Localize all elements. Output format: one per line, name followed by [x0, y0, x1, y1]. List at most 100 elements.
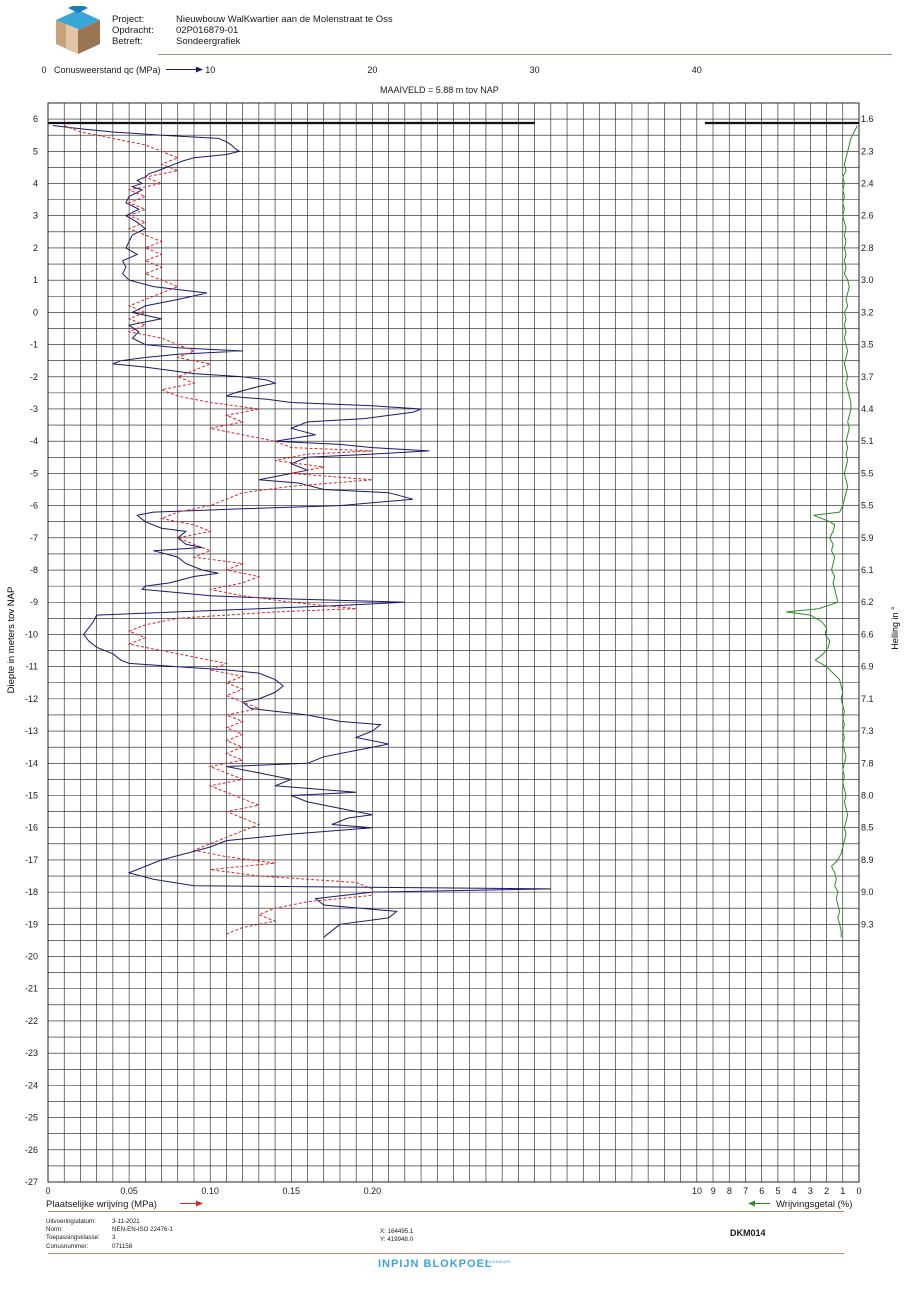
- qc-axis-ticks: 10 20 30 40: [205, 65, 702, 75]
- rf-tick-label: 10: [692, 1186, 702, 1196]
- rf-tick-label: 0: [856, 1186, 861, 1196]
- depth-tick-label: -15: [25, 790, 38, 800]
- depth-tick-label: 2: [33, 243, 38, 253]
- depth-tick-label: -14: [25, 758, 38, 768]
- depth-tick-label: -24: [25, 1080, 38, 1090]
- rf-tick-label: 8: [727, 1186, 732, 1196]
- y-coordinate: Y: 419948.0: [380, 1236, 414, 1244]
- inclination-value-label: 3.2: [861, 307, 874, 317]
- inclination-value-label: 2.6: [861, 211, 874, 221]
- fs-tick-label: 0: [45, 1186, 50, 1196]
- qc-tick-label: 40: [692, 65, 702, 75]
- order-label: Opdracht:: [112, 25, 154, 36]
- rf-tick-label: 4: [792, 1186, 797, 1196]
- depth-tick-label: -6: [30, 501, 38, 511]
- depth-tick-label: -4: [30, 436, 38, 446]
- rf-axis-title: Wrijvingsgetal (%): [776, 1199, 852, 1210]
- brand-wordmark: INPIJN BLOKPOEL: [378, 1258, 493, 1270]
- depth-tick-label: -10: [25, 629, 38, 639]
- subject-value: Sondeergrafiek: [176, 36, 241, 47]
- plot-frame: [47, 102, 860, 1183]
- inclination-value-label: 2.8: [861, 243, 874, 253]
- depth-tick-label: -13: [25, 726, 38, 736]
- inclination-value-label: 9.3: [861, 919, 874, 929]
- depth-tick-label: 3: [33, 211, 38, 221]
- depth-tick-label: 5: [33, 146, 38, 156]
- test-meta-labels: Uitvoeringsdatum: Norm: Toepassingsklass…: [46, 1218, 100, 1251]
- depth-axis-ticks: 6 5 4 3 2 1 0 -1 -2 -3 -4 -5 -6 -7 -8 -9 -10 -11 -12 -13 -14…: [25, 114, 38, 1187]
- inclination-axis-title: Helling in °: [890, 606, 900, 650]
- rf-friction-ratio-line: [786, 125, 858, 938]
- depth-tick-label: -22: [25, 1016, 38, 1026]
- coordinates: X: 164495.1 Y: 419948.0: [380, 1228, 413, 1244]
- rf-tick-label: 6: [759, 1186, 764, 1196]
- report-header: Project: Opdracht: Betreft: Nieuwbouw Wa…: [48, 6, 892, 55]
- inclination-value-label: 7.8: [861, 758, 874, 768]
- depth-tick-label: 0: [33, 307, 38, 317]
- rf-axis-ticks: 10 9 8 7 6 5 4 3 2 1 0: [692, 1186, 862, 1196]
- sounding-id: DKM014: [730, 1228, 766, 1238]
- chart-axes: 0 Conusweerstand qc (MPa) 10 20 30 40 MAAIV…: [6, 65, 900, 1210]
- inclination-value-label: 4.4: [861, 404, 874, 414]
- cpt-chart: 0 Conusweerstand qc (MPa) 10 20 30 40 MAAIV…: [6, 65, 900, 1210]
- footer-divider-top: [48, 1211, 844, 1212]
- subject-label: Betreft:: [112, 36, 143, 47]
- depth-tick-label: -23: [25, 1048, 38, 1058]
- inclination-value-label: 8.0: [861, 790, 874, 800]
- x-coordinate: X: 164495.1: [380, 1228, 414, 1235]
- project-meta-values: Nieuwbouw WalKwartier aan de Molenstraat…: [176, 14, 393, 47]
- rf-tick-label: 9: [711, 1186, 716, 1196]
- chart-grid: [47, 102, 860, 1183]
- company-logo-icon: [56, 6, 100, 54]
- qc-tick-label: 20: [367, 65, 377, 75]
- date-label: Uitvoeringsdatum:: [46, 1218, 96, 1225]
- inclination-value-label: 3.5: [861, 340, 874, 350]
- depth-tick-label: 1: [33, 275, 38, 285]
- fs-sleeve-friction-line: [64, 125, 373, 935]
- class-label: Toepassingsklasse:: [46, 1234, 100, 1242]
- inclination-value-label: 5.5: [861, 468, 874, 478]
- inclination-value-label: 3.0: [861, 275, 874, 285]
- inclination-value-label: 1.6: [861, 114, 874, 124]
- depth-tick-label: 6: [33, 114, 38, 124]
- depth-tick-label: -27: [25, 1177, 38, 1187]
- depth-tick-label: -3: [30, 404, 38, 414]
- depth-tick-label: -12: [25, 694, 38, 704]
- rf-legend-arrow-icon: [748, 1200, 755, 1207]
- inclination-labels: 1.6 2.3 2.4 2.6 2.8 3.0 3.2 3.5 3.7 4.4 5.1 5.5 5.5 5…: [861, 114, 874, 929]
- rf-tick-label: 3: [808, 1186, 813, 1196]
- inclination-value-label: 7.3: [861, 726, 874, 736]
- qc-legend-arrow-icon: [196, 66, 203, 73]
- rf-tick-label: 5: [775, 1186, 780, 1196]
- rf-tick-label: 1: [840, 1186, 845, 1196]
- maaiveld-label: MAAIVELD = 5.88 m tov NAP: [380, 85, 499, 95]
- inclination-value-label: 2.4: [861, 179, 874, 189]
- date-value: 3-11-2021: [112, 1218, 140, 1225]
- depth-tick-label: -11: [26, 662, 38, 672]
- order-value: 02P016879-01: [176, 25, 239, 36]
- inclination-value-label: 2.3: [861, 146, 874, 156]
- inclination-value-label: 6.9: [861, 662, 874, 672]
- brand-subtitle: INGENIEURS: [486, 1259, 511, 1264]
- inclination-value-label: 6.1: [861, 565, 874, 575]
- depth-tick-label: -18: [25, 887, 38, 897]
- depth-tick-label: -1: [30, 340, 38, 350]
- qc-axis-title: Conusweerstand qc (MPa): [54, 65, 161, 75]
- depth-tick-label: -26: [25, 1145, 38, 1155]
- cone-label: Conusnummer:: [46, 1242, 89, 1250]
- inclination-value-label: 8.5: [861, 823, 874, 833]
- inclination-value-label: 3.7: [861, 372, 874, 382]
- depth-tick-label: 4: [33, 179, 38, 189]
- depth-tick-label: -9: [30, 597, 38, 607]
- qc-tick-label: 30: [530, 65, 540, 75]
- inclination-value-label: 8.9: [861, 855, 874, 865]
- depth-axis-title: Diepte in meters tov NAP: [6, 587, 17, 694]
- fs-tick-label: 0.15: [283, 1186, 301, 1196]
- test-meta-values: 3-11-2021 NEN-EN-ISO 22476-1 3 071158: [112, 1218, 173, 1251]
- inclination-value-label: 7.1: [861, 694, 874, 704]
- depth-tick-label: -19: [25, 919, 38, 929]
- qc-cone-resistance-line: [52, 125, 551, 938]
- fs-tick-label: 0.10: [201, 1186, 219, 1196]
- fs-tick-label: 0.20: [364, 1186, 382, 1196]
- depth-tick-label: -21: [25, 984, 38, 994]
